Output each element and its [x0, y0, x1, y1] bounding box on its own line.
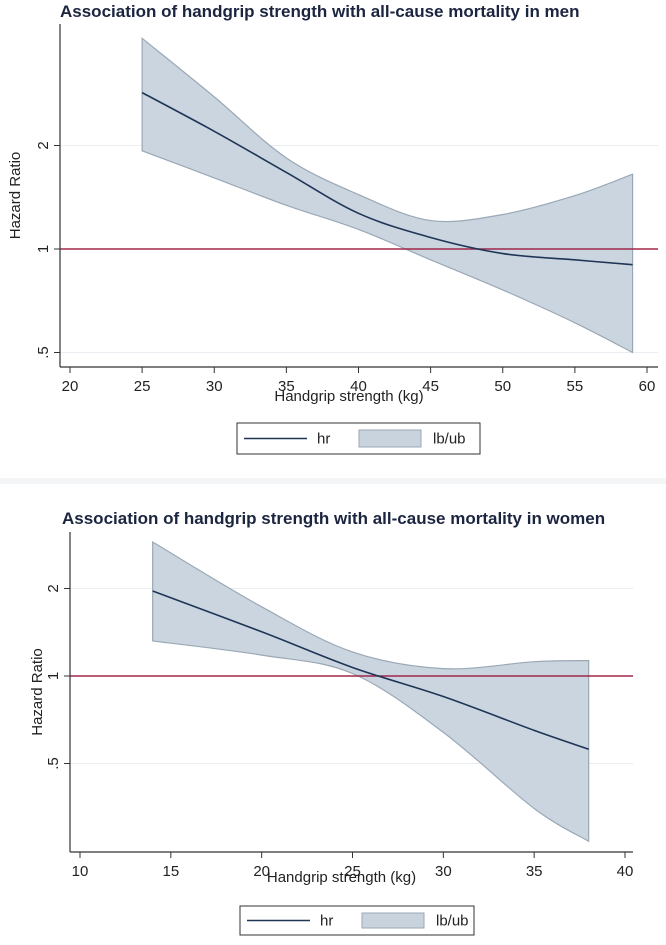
y-ticks: .5 1 2: [35, 141, 60, 359]
y-tick-label: 2: [35, 141, 52, 149]
x-tick-label: 40: [350, 378, 367, 395]
x-tick-label: 45: [422, 378, 439, 395]
legend-band-label: lb/ub: [436, 913, 469, 930]
y-tick-label: .5: [45, 757, 62, 770]
x-tick-label: 20: [253, 863, 270, 880]
legend: hr lb/ub: [236, 422, 481, 455]
hazard-ratio-line: [141, 91, 633, 266]
panel-divider: [0, 478, 666, 484]
x-tick-label: 50: [494, 378, 511, 395]
legend-band-swatch: [358, 429, 422, 448]
x-tick-label: 35: [526, 863, 543, 880]
x-tick-label: 15: [162, 863, 179, 880]
x-tick-label: 60: [639, 378, 656, 395]
legend-hr-label: hr: [320, 913, 333, 930]
x-tick-label: 30: [435, 863, 452, 880]
y-tick-label: .5: [35, 346, 52, 359]
y-tick-label: 1: [35, 245, 52, 253]
legend-band-label: lb/ub: [433, 431, 466, 448]
confidence-band: [141, 37, 634, 354]
y-ticks: .5 1 2: [45, 584, 70, 770]
x-axis-title: Handgrip strength (kg): [267, 869, 416, 886]
x-tick-label: 35: [278, 378, 295, 395]
x-ticks: 20 25 30 35 40 45 50 55 60: [62, 367, 656, 395]
x-tick-label: 20: [62, 378, 79, 395]
panel-men: Association of handgrip strength with al…: [7, 2, 658, 455]
x-tick-label: 30: [206, 378, 223, 395]
legend: hr lb/ub: [239, 905, 475, 936]
hazard-ratio-line: [152, 590, 589, 750]
x-tick-label: 55: [567, 378, 584, 395]
y-tick-label: 1: [45, 672, 62, 680]
chart-title: Association of handgrip strength with al…: [62, 509, 605, 528]
y-axis-title: Hazard Ratio: [29, 648, 46, 736]
y-tick-label: 2: [45, 584, 62, 592]
panel-women: Association of handgrip strength with al…: [29, 509, 634, 936]
legend-band-swatch: [361, 912, 425, 929]
x-tick-label: 25: [134, 378, 151, 395]
x-axis-title: Handgrip strength (kg): [274, 388, 423, 405]
confidence-band: [152, 540, 590, 843]
x-tick-label: 10: [72, 863, 89, 880]
legend-hr-label: hr: [317, 431, 330, 448]
x-ticks: 10 15 20 25 30 35 40: [72, 852, 634, 880]
x-tick-label: 40: [617, 863, 634, 880]
y-axis-title: Hazard Ratio: [7, 152, 24, 240]
chart-title: Association of handgrip strength with al…: [60, 2, 580, 21]
x-tick-label: 25: [344, 863, 361, 880]
